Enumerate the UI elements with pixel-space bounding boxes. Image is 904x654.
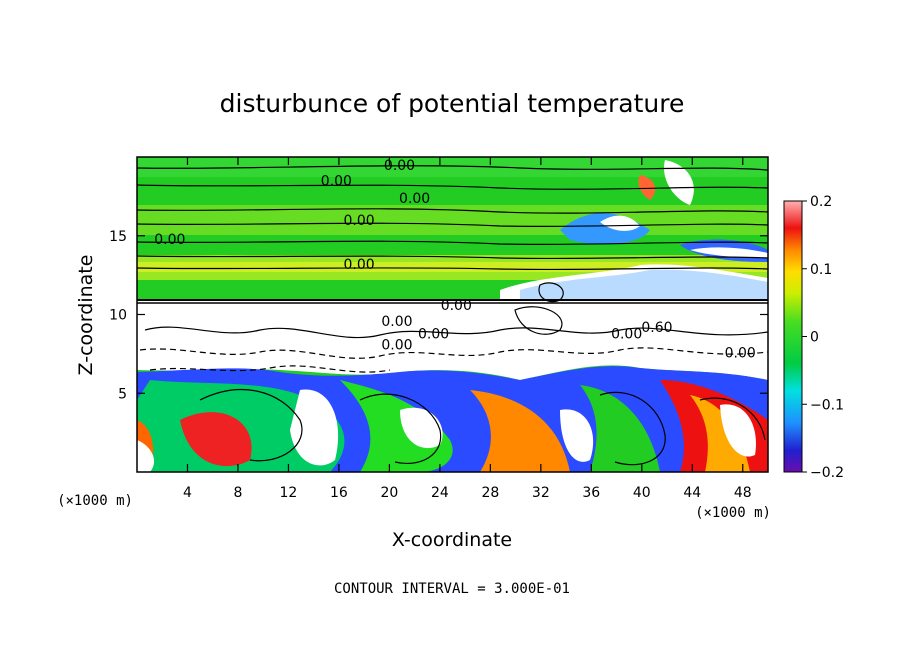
contour-label: 0.00 [381,314,412,330]
x-tick-label: 24 [431,485,449,501]
contour-label: 0.00 [399,191,430,207]
colorbar [784,201,802,472]
x-tick-label: 16 [330,485,348,501]
x-tick-label: 44 [683,485,701,501]
y-tick-label: 10 [109,308,127,324]
y-axis-label: Z-coordinate [75,255,97,376]
chart-title: disturbunce of potential temperature [220,89,685,118]
x-tick-label: 20 [380,485,398,501]
y-tick-label: 15 [109,229,127,245]
x-tick-label: 8 [233,485,242,501]
z-unit-label: (×1000 m) [57,493,133,509]
contour-label: 0.00 [344,213,375,229]
contour-label: 0.00 [441,298,472,314]
x-tick-label: 12 [280,485,298,501]
colorbar-tick-label: 0.1 [810,262,832,278]
y-tick-label: 5 [118,386,127,402]
x-tick-label: 40 [633,485,651,501]
contour-labels: 0.00 0.00 0.00 0.00 0.00 0.00 0.00 0.00 0.00 0.00… [154,158,756,361]
heatmap-field [137,157,768,472]
colorbar-tick-label: 0 [810,330,819,346]
contour-label: 0.00 [384,158,415,174]
contour-label: 0.60 [641,320,672,336]
x-axis: 4 8 12 16 20 24 28 32 36 40 44 48 [183,157,752,501]
contour-label: 0.00 [611,326,642,342]
y-axis: 5 10 15 [109,229,768,402]
colorbar-tick-label: 0.2 [810,194,832,210]
contour-label: 0.00 [418,326,449,342]
field-white-layer [137,300,768,380]
x-tick-label: 28 [481,485,499,501]
x-unit-label: (×1000 m) [695,505,771,521]
contour-label: 0.00 [725,345,756,361]
colorbar-tick-label: −0.1 [810,397,844,413]
field-band-top [137,157,768,177]
x-tick-label: 48 [734,485,752,501]
x-axis-label: X-coordinate [392,529,512,551]
field-band-yellow [137,262,768,272]
x-tick-label: 36 [582,485,600,501]
contour-label: 0.00 [344,257,375,273]
contour-label: 0.00 [154,232,185,248]
colorbar-tick-label: −0.2 [810,465,844,481]
contour-lines [137,165,768,466]
contour-interval-note: CONTOUR INTERVAL = 3.000E-01 [334,581,570,597]
x-tick-label: 32 [532,485,550,501]
contour-label: 0.00 [381,337,412,353]
contour-label: 0.00 [321,174,352,190]
x-tick-label: 4 [183,485,192,501]
colorbar-ticks: 0.2 0.1 0 −0.1 −0.2 [802,194,844,481]
